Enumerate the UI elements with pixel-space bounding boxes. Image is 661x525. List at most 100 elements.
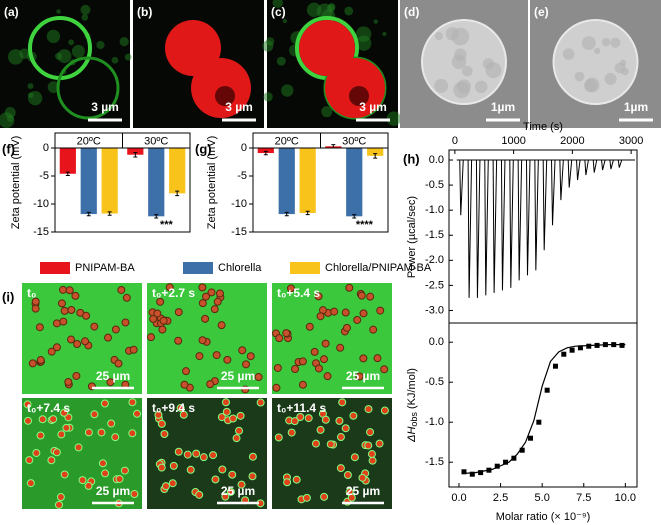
texture xyxy=(386,111,402,126)
cell xyxy=(202,292,211,301)
cell xyxy=(186,465,195,474)
texture xyxy=(321,106,333,118)
cell xyxy=(100,399,109,408)
injection-peak xyxy=(592,159,598,173)
injection-peak xyxy=(467,160,473,298)
data-point xyxy=(552,363,558,369)
x-axis-title: Time (s) xyxy=(523,121,563,133)
cell xyxy=(359,354,368,363)
texture xyxy=(610,37,621,48)
cell xyxy=(226,487,235,496)
cell xyxy=(101,469,110,478)
cell xyxy=(198,299,207,308)
cell xyxy=(52,448,61,457)
cell xyxy=(115,474,124,483)
data-point xyxy=(503,459,509,465)
cell xyxy=(316,312,325,321)
cell xyxy=(111,433,120,442)
cell xyxy=(176,403,185,412)
scale-label: 1µm xyxy=(491,100,515,114)
cell-dark xyxy=(349,86,369,106)
cell xyxy=(342,323,351,332)
timelapse-frame: t₀+9.4 s 25 µm xyxy=(147,398,267,509)
injection-peak xyxy=(492,160,498,293)
data-point xyxy=(478,470,484,476)
texture xyxy=(601,37,611,47)
panel-label: (f) xyxy=(2,141,15,156)
legend-label: Chlorella xyxy=(218,262,262,274)
cell xyxy=(242,360,251,369)
x-tick-label: 7.5 xyxy=(576,492,591,504)
cell xyxy=(84,428,93,437)
cell xyxy=(212,351,221,360)
texture xyxy=(124,53,132,61)
cell xyxy=(35,323,44,332)
cell xyxy=(323,372,332,381)
bar xyxy=(278,148,295,215)
texture xyxy=(262,40,274,52)
cell xyxy=(311,439,320,448)
cell xyxy=(291,364,300,373)
cell xyxy=(106,378,115,387)
error-bar xyxy=(107,211,112,216)
cell xyxy=(380,365,389,374)
error-bar xyxy=(154,214,159,219)
cell xyxy=(357,291,366,300)
legend-swatch xyxy=(40,262,70,274)
cell xyxy=(341,308,350,317)
injection-peak xyxy=(609,159,614,170)
texture xyxy=(111,56,119,64)
cell xyxy=(215,289,224,298)
cell xyxy=(345,283,354,292)
time-label: t₀+11.4 s xyxy=(277,401,326,415)
scale-label: 25 µm xyxy=(221,369,255,383)
texture xyxy=(272,0,283,8)
injection-peak xyxy=(509,160,514,288)
cell xyxy=(207,288,216,297)
y-tick-label: -2.0 xyxy=(425,254,444,266)
injection-peak xyxy=(617,159,623,168)
cell xyxy=(198,336,207,345)
injection-peak xyxy=(517,160,523,281)
cell xyxy=(111,325,120,334)
data-point xyxy=(486,467,492,473)
texture xyxy=(81,14,89,21)
texture xyxy=(27,83,34,89)
injection-peak xyxy=(534,160,539,271)
cell xyxy=(121,318,130,327)
data-point xyxy=(602,342,608,348)
cell xyxy=(336,464,345,473)
texture xyxy=(276,56,286,66)
cell xyxy=(107,419,116,428)
data-point xyxy=(536,419,542,425)
cell xyxy=(158,325,167,334)
cell xyxy=(316,425,325,434)
cell xyxy=(78,476,87,485)
scale-label: 3 µm xyxy=(91,100,119,114)
significance: **** xyxy=(356,219,374,231)
cell xyxy=(246,352,255,361)
scale-label: 25 µm xyxy=(346,484,380,498)
cell xyxy=(60,408,69,417)
texture xyxy=(19,48,30,59)
cell xyxy=(286,284,295,293)
cell xyxy=(72,371,81,380)
y-tick-label: -10 xyxy=(231,198,247,210)
y-axis-title: ΔHobs (KJ/mol) xyxy=(406,368,419,443)
legend-swatch xyxy=(290,262,320,274)
cell xyxy=(59,285,68,294)
cell xyxy=(90,322,99,331)
timelapse-frame: t₀+2.7 s 25 µm xyxy=(147,283,267,394)
cell xyxy=(157,463,166,472)
injection-peak xyxy=(567,159,573,188)
cell xyxy=(326,440,335,449)
cell xyxy=(31,297,40,306)
cell xyxy=(192,449,201,458)
texture xyxy=(382,31,387,36)
cell xyxy=(209,451,218,460)
data-point xyxy=(586,343,592,349)
texture xyxy=(282,19,287,24)
injection-peak xyxy=(459,160,464,216)
scale-label: 25 µm xyxy=(221,484,255,498)
bar xyxy=(346,148,363,217)
